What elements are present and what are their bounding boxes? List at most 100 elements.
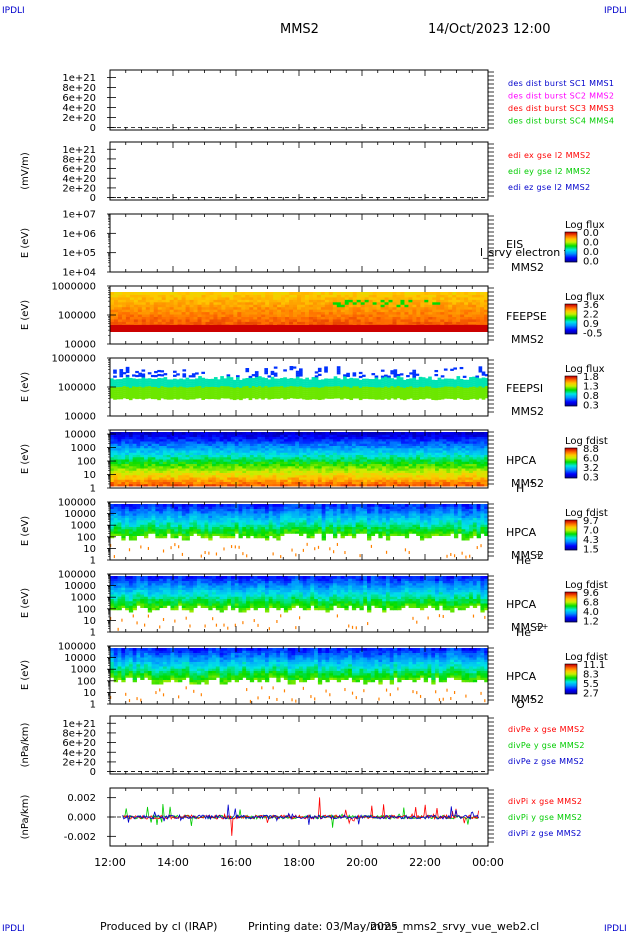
spectrogram-cell [402, 393, 407, 397]
spectrogram-cell [207, 378, 212, 382]
spectrogram-cell [312, 309, 318, 313]
spectrogram-cell [270, 370, 275, 374]
spectrogram-cell [140, 447, 145, 451]
spectrogram-cell [287, 468, 292, 471]
spectrogram-cell [196, 438, 202, 442]
spectrogram-cell [355, 438, 360, 442]
spectrogram-cell [363, 436, 368, 440]
spectrogram-cell [169, 316, 175, 320]
spectrogram-cell [358, 389, 363, 393]
spectrogram-cell [125, 434, 130, 437]
spectrogram-cell [459, 386, 464, 390]
spectrogram-cell [343, 382, 347, 385]
spectrogram-cell [324, 296, 330, 300]
spectrogram-cell [425, 392, 429, 395]
spectrogram-cell [132, 396, 136, 399]
spectrogram-cell [205, 316, 210, 320]
spectrogram-cell [254, 395, 259, 398]
spectrogram-cell [166, 441, 171, 444]
spectrogram-cell [351, 459, 357, 462]
spectrogram-cell [287, 445, 292, 449]
spectrogram-cell [324, 292, 330, 295]
spectrogram-cell [193, 459, 198, 462]
spectrogram-cell [223, 432, 228, 435]
spectrogram-cell [306, 477, 311, 480]
spectrogram-cell [321, 468, 326, 471]
spectrogram-cell [384, 378, 388, 381]
spectrogram-cell [161, 311, 167, 315]
spectrogram-cell [241, 299, 246, 303]
spectrogram-cell [444, 318, 449, 322]
spectrogram-cell [110, 447, 115, 451]
colorbar-cell [565, 318, 577, 320]
spectrogram-cell [459, 390, 464, 394]
spectrogram-cell [356, 316, 362, 320]
spectrogram-cell [110, 479, 115, 482]
spectrogram-cell [344, 443, 349, 446]
spectrogram-cell [299, 470, 304, 473]
spectrogram-cell [368, 296, 374, 300]
spectrogram-cell [317, 483, 323, 487]
spectrogram-cell [384, 382, 388, 385]
spectrogram-cell [428, 296, 433, 300]
spectrogram-cell [200, 465, 205, 469]
spectrogram-cell [302, 465, 308, 469]
spectrogram-cell [141, 294, 147, 298]
spectrogram-cell [321, 393, 325, 396]
spectrogram-cell [370, 481, 376, 485]
spectrogram-cell [178, 483, 183, 487]
spectrogram-cell [181, 443, 187, 446]
spectrogram-cell [287, 465, 292, 469]
spectrogram-cell [336, 372, 341, 375]
spectrogram-cell [464, 292, 469, 295]
spectrogram-cell [246, 470, 251, 473]
spectrogram-cell [215, 454, 221, 458]
spectrogram-cell [321, 452, 326, 455]
spectrogram-cell [359, 461, 364, 464]
spectrogram-cell [324, 394, 328, 397]
spectrogram-cell [453, 395, 457, 398]
spectrogram-cell [117, 481, 122, 485]
spectrogram-cell [110, 388, 114, 391]
spectrogram-cell [236, 375, 240, 378]
spectrogram-cell [217, 296, 222, 300]
spectrogram-cell [249, 314, 254, 318]
spectrogram-cell [280, 396, 284, 399]
spectrogram-cell [295, 468, 300, 471]
spectrogram-cell [358, 385, 363, 389]
spectrogram-cell [277, 296, 282, 300]
spectrogram-cell [324, 384, 328, 387]
spectrogram-cell [390, 396, 394, 399]
spectrogram-cell [264, 372, 268, 375]
spectrogram-cell [223, 454, 228, 458]
spectrogram-cell [144, 479, 149, 482]
spectrogram-cell [368, 309, 374, 313]
spectrogram-cell [113, 395, 117, 398]
spectrogram-cell [147, 388, 152, 391]
spectrogram-cell [321, 438, 326, 442]
spectrogram-cell [308, 318, 314, 322]
spectrogram-cell [299, 477, 304, 480]
spectrogram-cell [280, 481, 285, 485]
spectrogram-cell [225, 318, 230, 322]
spectrogram-cell [268, 481, 274, 485]
spectrogram-cell [121, 470, 126, 473]
spectrogram-cell [306, 438, 311, 442]
spectrogram-cell [336, 386, 341, 389]
spectrogram-cell [306, 436, 311, 440]
spectrogram-cell [404, 309, 409, 313]
spectrogram-cell [157, 304, 163, 308]
spectrogram-cell [387, 393, 391, 396]
spectrogram-cell [297, 311, 302, 315]
spectrogram-cell [380, 299, 386, 303]
spectrogram-cell [362, 382, 366, 385]
spectrogram-cell [359, 459, 364, 462]
spectrogram-cell [181, 454, 187, 458]
spectrogram-cell [169, 389, 174, 392]
spectrogram-cell [230, 459, 236, 462]
spectrogram-cell [195, 390, 199, 393]
spectrogram-cell [179, 380, 183, 383]
spectrogram-cell [137, 306, 143, 310]
spectrogram-cell [229, 397, 234, 400]
spectrogram-cell [472, 311, 477, 315]
